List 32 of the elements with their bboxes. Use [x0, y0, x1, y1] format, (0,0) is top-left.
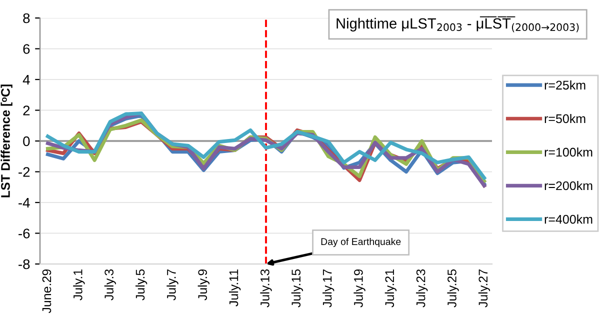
legend-label: r=50km: [544, 114, 586, 124]
legend-label: r=400km: [544, 214, 592, 224]
x-tick-label: July.7: [166, 269, 178, 300]
y-tick-label: 8: [23, 13, 30, 24]
legend-label: r=100km: [544, 147, 592, 157]
chart-title: Nighttime μLST$_{2003}$ - μ̅L̅S̅T̅$_{(2000→2003)}$: [336, 16, 579, 32]
annotation: Day of Earthquake: [321, 238, 401, 248]
x-tick-label: July.27: [478, 269, 490, 308]
x-tick-label: July.1: [73, 269, 85, 300]
x-tick-label: July.17: [322, 269, 334, 308]
y-tick-label: 2: [23, 106, 30, 116]
y-tick-label: -4: [18, 198, 30, 208]
x-tick-label: July.9: [198, 269, 210, 300]
y-tick-label: -8: [18, 259, 30, 270]
x-tick-label: July.23: [416, 269, 428, 308]
x-tick-label: July.25: [447, 269, 459, 308]
y-tick-label: 0: [23, 136, 30, 146]
y-tick-label: -6: [18, 228, 30, 238]
y-tick-label: -2: [18, 167, 30, 177]
x-tick-label: July.11: [229, 269, 241, 306]
x-tick-label: July.13: [260, 269, 272, 308]
x-tick-label: July.19: [354, 269, 366, 308]
legend-label: r=25km: [544, 80, 586, 90]
x-tick-label: July.3: [104, 269, 116, 300]
x-tick-label: June.29: [42, 269, 52, 314]
x-tick-label: July.15: [291, 269, 303, 308]
y-tick-label: 6: [23, 44, 30, 54]
legend-label: r=200km: [544, 181, 592, 190]
y-tick-label: 4: [22, 74, 30, 85]
y-axis-title: LST Difference [ᵒC]: [0, 84, 12, 198]
x-tick-label: July.5: [135, 269, 148, 300]
x-tick-label: July.21: [384, 269, 397, 308]
